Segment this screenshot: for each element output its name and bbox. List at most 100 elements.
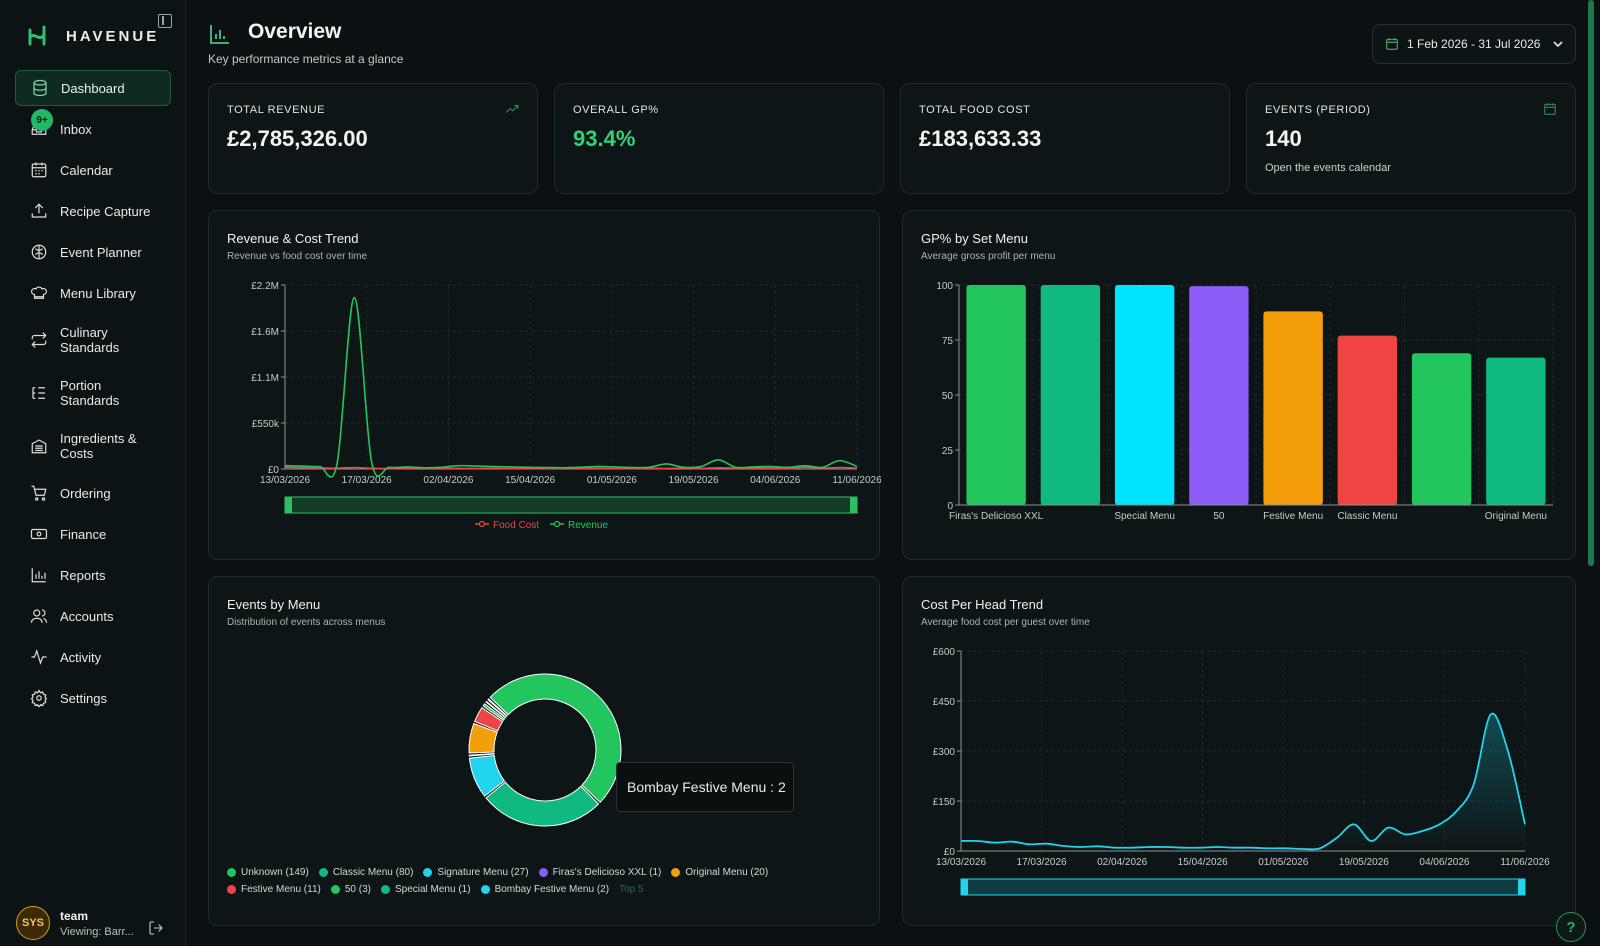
- x-tick-label: 02/04/2026: [423, 475, 473, 486]
- x-tick-label: Festive Menu: [1263, 511, 1323, 522]
- sidebar-item-label: Finance: [60, 526, 107, 542]
- legend-more-link[interactable]: Top 5: [619, 884, 644, 895]
- sidebar-item-recipe-capture[interactable]: Recipe Capture: [15, 193, 171, 229]
- sidebar-item-portion-standards[interactable]: Portion Standards: [15, 369, 171, 417]
- legend-label: Food Cost: [493, 520, 539, 531]
- inbox-badge: 9+: [31, 109, 53, 131]
- sidebar-item-accounts[interactable]: Accounts: [15, 598, 171, 634]
- user-profile[interactable]: SYS team Viewing: Barr...: [16, 906, 134, 940]
- x-tick-label: 17/03/2026: [1017, 857, 1067, 868]
- y-tick-label: £600: [933, 647, 956, 658]
- collapse-sidebar-icon[interactable]: [158, 14, 172, 28]
- x-tick-label: 04/06/2026: [1419, 857, 1469, 868]
- label-line-1: Culinary: [60, 325, 108, 340]
- bar: [1337, 335, 1398, 505]
- chevron-down-icon: [1553, 38, 1563, 48]
- range-brush: [960, 878, 1526, 896]
- legend-item[interactable]: Festive Menu (11): [227, 884, 321, 895]
- sidebar-item-label: Ingredients & Costs: [60, 431, 137, 461]
- legend-dot: [538, 868, 548, 877]
- legend-dot: [423, 868, 433, 877]
- banknote-icon: [30, 525, 48, 543]
- y-tick-label: 50: [942, 391, 954, 402]
- bar: [1114, 285, 1175, 505]
- events-legend: Unknown (149) Classic Menu (80) Signature …: [227, 867, 867, 895]
- events-by-menu-card: Events by Menu Distribution of events ac…: [208, 576, 880, 926]
- legend-dot: [480, 885, 490, 894]
- y-tick-label: £0: [944, 847, 956, 858]
- label-line-2: Standards: [60, 340, 120, 355]
- logout-icon[interactable]: [148, 920, 164, 936]
- brush-handle-left: [961, 879, 968, 895]
- donut-slice: [468, 722, 498, 754]
- legend-marker: [553, 520, 561, 528]
- sidebar-item-label: Calendar: [60, 162, 113, 178]
- kpi-value: 93.4%: [573, 126, 636, 151]
- database-icon: [31, 79, 49, 97]
- legend-dot: [671, 868, 681, 877]
- legend-item[interactable]: Classic Menu (80): [318, 867, 414, 878]
- page-scrollbar[interactable]: [1588, 0, 1594, 566]
- sidebar-item-activity[interactable]: Activity: [15, 639, 171, 675]
- list-icon: [30, 384, 48, 402]
- activity-icon: [30, 648, 48, 666]
- sidebar-item-reports[interactable]: Reports: [15, 557, 171, 593]
- cost-per-head-chart: £600 £450 £300 £150 £013/03/2026 17/03/2026 02…: [933, 647, 1550, 896]
- legend-label: Festive Menu (11): [241, 884, 321, 895]
- warehouse-icon: [30, 437, 48, 455]
- kpi-total-revenue: TOTAL REVENUE £2,785,326.00: [208, 83, 538, 194]
- legend-item[interactable]: Original Menu (20): [671, 867, 768, 878]
- legend-item[interactable]: Unknown (149): [227, 867, 309, 878]
- legend-item[interactable]: 50 (3): [330, 884, 371, 895]
- legend-item[interactable]: Firas's Delicioso XXL (1): [538, 867, 661, 878]
- sidebar-item-ordering[interactable]: Ordering: [15, 475, 171, 511]
- kpi-events-period[interactable]: EVENTS (PERIOD) 140 Open the events cale…: [1246, 83, 1576, 194]
- calendar-icon: [1543, 102, 1557, 116]
- chart-title: Revenue & Cost Trend: [227, 231, 359, 246]
- legend-item[interactable]: Special Menu (1): [380, 884, 471, 895]
- legend-dot: [330, 885, 340, 894]
- kpi-overall-gp: OVERALL GP% 93.4%: [554, 83, 884, 194]
- brain-icon: [30, 243, 48, 261]
- sidebar-item-event-planner[interactable]: Event Planner: [15, 234, 171, 270]
- sidebar-item-ingredients-costs[interactable]: Ingredients & Costs: [15, 422, 171, 470]
- chart-subtitle: Average gross profit per menu: [921, 251, 1056, 262]
- legend-item[interactable]: Bombay Festive Menu (2): [480, 884, 609, 895]
- bar: [1486, 357, 1546, 505]
- series-line-revenue: [284, 296, 858, 478]
- brand[interactable]: HAVENUE: [26, 22, 159, 50]
- gear-icon: [30, 689, 48, 707]
- sidebar-item-calendar[interactable]: Calendar: [15, 152, 171, 188]
- donut-slice: [482, 703, 506, 722]
- legend-label: Classic Menu (80): [332, 867, 414, 878]
- donut-slice: [489, 673, 622, 804]
- chart-subtitle: Distribution of events across menus: [227, 617, 386, 628]
- date-range-picker[interactable]: 1 Feb 2026 - 31 Jul 2026: [1372, 24, 1576, 64]
- sidebar-item-label: Portion Standards: [60, 378, 119, 408]
- chart-tooltip: Bombay Festive Menu : 2: [616, 762, 794, 812]
- range-brush: [284, 496, 858, 514]
- arrows-repeat-icon: [30, 331, 48, 349]
- sidebar-item-label: Event Planner: [60, 244, 142, 260]
- kpi-label: OVERALL GP%: [573, 104, 659, 116]
- y-tick-label: £550k: [252, 419, 280, 430]
- sidebar-item-settings[interactable]: Settings: [15, 680, 171, 716]
- bar: [966, 285, 1026, 505]
- open-events-calendar-link[interactable]: Open the events calendar: [1265, 162, 1391, 174]
- sidebar-item-dashboard[interactable]: Dashboard: [15, 70, 171, 106]
- sidebar-item-inbox[interactable]: 9+ Inbox: [15, 109, 171, 147]
- calendar-icon: [1385, 37, 1399, 51]
- donut-slice: [468, 754, 506, 797]
- upload-icon: [30, 202, 48, 220]
- sidebar-item-label: Accounts: [60, 608, 114, 624]
- sidebar-item-culinary-standards[interactable]: Culinary Standards: [15, 316, 171, 364]
- sidebar-item-finance[interactable]: Finance: [15, 516, 171, 552]
- legend-item[interactable]: Signature Menu (27): [423, 867, 529, 878]
- page-subtitle: Key performance metrics at a glance: [208, 52, 404, 66]
- user-viewing: Viewing: Barr...: [60, 925, 134, 938]
- legend-label: Original Menu (20): [685, 867, 769, 878]
- x-tick-label: 50: [1213, 511, 1225, 522]
- help-icon[interactable]: ?: [1556, 912, 1586, 942]
- sidebar-item-menu-library[interactable]: Menu Library: [15, 275, 171, 311]
- chart-subtitle: Revenue vs food cost over time: [227, 251, 368, 262]
